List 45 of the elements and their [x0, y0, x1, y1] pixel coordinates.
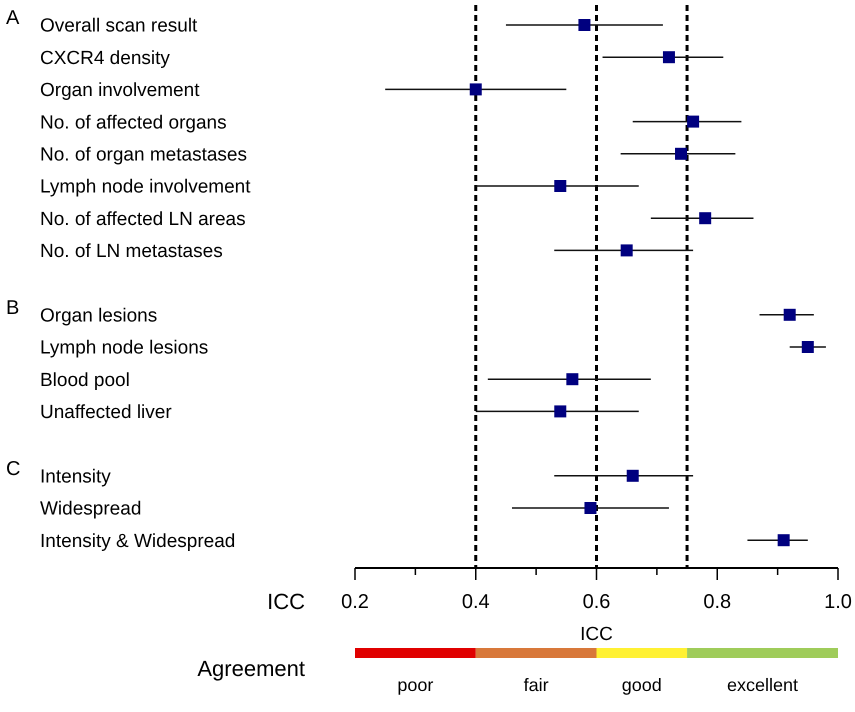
y-tick-label: Blood pool: [40, 370, 130, 391]
x-tick-label: 1.0: [824, 591, 852, 613]
x-tick-label: 0.4: [462, 591, 490, 613]
text: poor: [397, 675, 434, 695]
y-tick-label: Intensity & Widespread: [40, 530, 236, 552]
point: [584, 502, 596, 514]
text: good: [622, 675, 662, 695]
point: [778, 534, 790, 546]
text: A: [6, 7, 20, 29]
point: [620, 244, 633, 256]
x-tick-label: 0.8: [703, 591, 732, 613]
point: [626, 470, 639, 482]
point: [675, 148, 688, 160]
y-tick-label: Overall scan result: [40, 16, 198, 37]
y-tick-label: Organ involvement: [40, 80, 200, 102]
point: [699, 212, 712, 224]
text: C: [6, 458, 20, 480]
point: [578, 19, 590, 31]
y-tick-label: No. of affected LN areas: [40, 208, 246, 230]
point: [662, 51, 675, 64]
legend-title: ICC: [580, 624, 613, 645]
point: [470, 83, 482, 96]
text: Agreement: [197, 656, 305, 681]
y-tick-label: Intensity: [40, 466, 112, 488]
y-tick-label: Widespread: [40, 498, 142, 520]
point: [802, 341, 814, 353]
x-axis-title: ICC: [267, 589, 306, 614]
y-tick-label: Lymph node lesions: [40, 338, 208, 359]
y-tick-label: Unaffected liver: [40, 402, 172, 424]
point: [687, 116, 700, 128]
point: [554, 405, 566, 418]
y-tick-label: Lymph node involvement: [40, 176, 252, 198]
y-tick-label: No. of LN metastases: [40, 241, 223, 262]
y-tick-label: CXCR4 density: [40, 48, 170, 69]
y-tick-label: No. of organ metastases: [40, 144, 247, 166]
x-tick-label: 0.2: [341, 591, 369, 613]
text: B: [6, 296, 20, 319]
y-tick-label: No. of affected organs: [40, 112, 227, 134]
point: [784, 308, 796, 321]
point: [566, 373, 578, 386]
x-tick-label: 0.6: [582, 591, 610, 613]
text: excellent: [727, 675, 798, 695]
y-tick-label: Organ lesions: [40, 305, 158, 326]
point: [554, 180, 566, 192]
text: fair: [524, 675, 549, 695]
